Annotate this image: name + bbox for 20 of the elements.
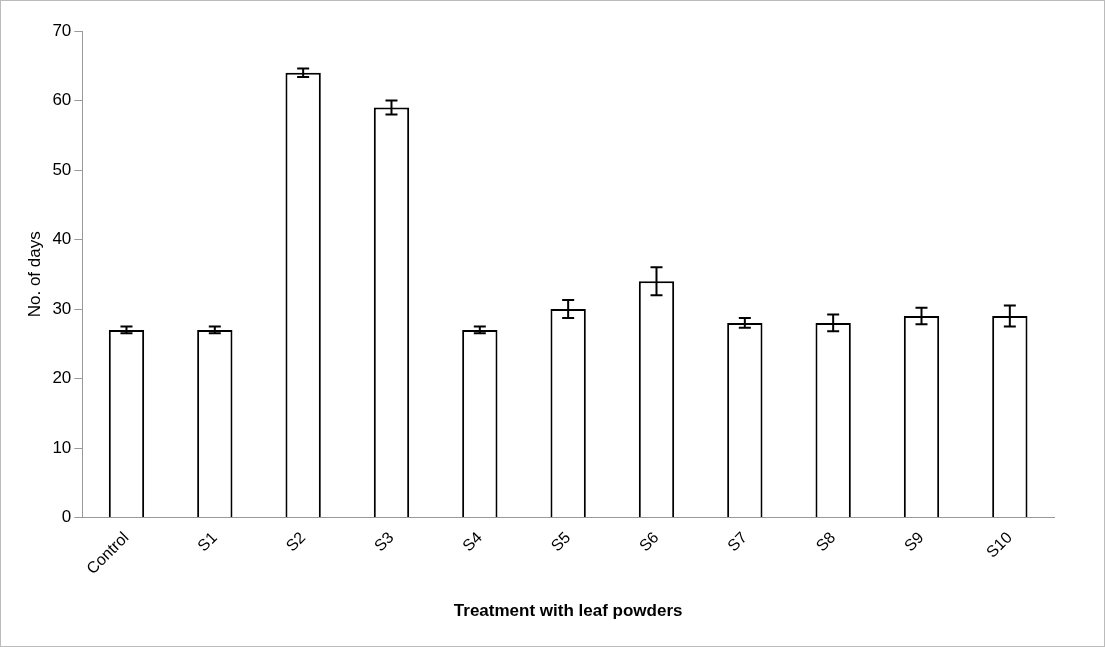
y-tick-label: 10: [52, 437, 72, 457]
y-tick-label: 20: [52, 368, 72, 388]
x-axis-title: Treatment with leaf powders: [453, 601, 683, 621]
y-tick-label: 70: [52, 20, 72, 40]
x-tick-label: S1: [194, 528, 221, 555]
x-tick-label: S3: [370, 528, 397, 555]
x-tick-label: S6: [635, 528, 662, 555]
y-tick-label: 30: [52, 298, 72, 318]
x-tick-label: S9: [900, 528, 927, 555]
y-tick-label: 40: [52, 229, 72, 249]
x-tick-label: S8: [812, 528, 839, 555]
y-tick-label: 60: [52, 90, 72, 110]
x-tick-label: S7: [724, 528, 751, 555]
x-tick-label: S5: [547, 528, 574, 555]
y-axis-title: No. of days: [24, 231, 44, 318]
y-tick-label: 0: [61, 507, 72, 527]
x-tick-label: S10: [982, 528, 1016, 561]
x-tick-label: S2: [282, 528, 309, 555]
x-tick-label: S4: [459, 528, 486, 555]
y-tick-label: 50: [52, 159, 72, 179]
